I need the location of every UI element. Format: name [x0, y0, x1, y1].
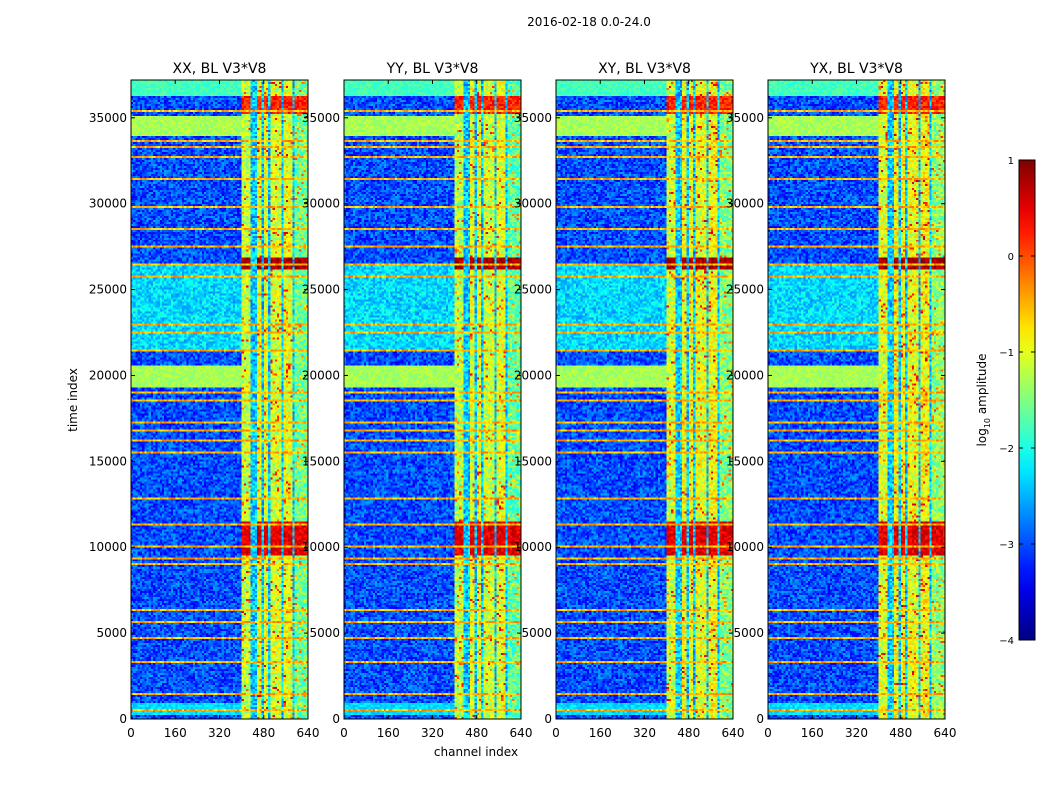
y-tick-label: 35000 — [726, 111, 764, 125]
y-tick-label: 15000 — [514, 454, 552, 468]
x-tick-label: 160 — [801, 726, 824, 740]
x-tick-label: 640 — [934, 726, 957, 740]
panels-group: XX, BL V3*V8 0 160 320 480 640 0 5000 10000 15000… — [89, 61, 957, 740]
y-tick-label: 5000 — [309, 626, 340, 640]
figure-suptitle: 2016-02-18 0.0-24.0 — [527, 15, 651, 29]
x-tick-label: 160 — [164, 726, 187, 740]
y-tick-label: 15000 — [302, 454, 340, 468]
colorbar-tick-label: −2 — [999, 444, 1014, 455]
y-tick-label: 20000 — [726, 368, 764, 382]
colorbar-gradient — [1018, 159, 1036, 641]
x-tick-label: 320 — [845, 726, 868, 740]
x-tick-label: 480 — [889, 726, 912, 740]
colorbar-tick-label: −3 — [999, 540, 1014, 551]
x-tick-label: 640 — [722, 726, 745, 740]
panel-title: YY, BL V3*V8 — [386, 61, 479, 77]
x-tick-label: 320 — [633, 726, 656, 740]
y-tick-label: 25000 — [89, 283, 127, 297]
y-tick-label: 35000 — [514, 111, 552, 125]
heatmap-image — [556, 80, 733, 719]
y-tick-label: 20000 — [89, 368, 127, 382]
panel-1: XX, BL V3*V8 0 160 320 480 640 0 5000 10000 15000… — [89, 61, 320, 740]
y-axis-label: time index — [66, 368, 80, 432]
y-tick-label: 15000 — [726, 454, 764, 468]
y-tick-label: 0 — [119, 712, 127, 726]
x-tick-label: 480 — [677, 726, 700, 740]
heatmap-image — [131, 80, 308, 719]
panel-4: YX, BL V3*V8 0 160 320 480 640 0 5000 10000 15000… — [726, 61, 957, 740]
y-tick-label: 30000 — [726, 197, 764, 211]
x-tick-label: 160 — [589, 726, 612, 740]
y-tick-label: 5000 — [733, 626, 764, 640]
colorbar-tick-label: −1 — [999, 348, 1014, 359]
y-tick-label: 5000 — [96, 626, 127, 640]
panel-title: YX, BL V3*V8 — [809, 61, 903, 77]
x-tick-label: 480 — [465, 726, 488, 740]
colorbar-tick-label: 0 — [1008, 252, 1014, 263]
y-tick-label: 30000 — [302, 197, 340, 211]
x-tick-label: 640 — [510, 726, 533, 740]
y-tick-label: 0 — [544, 712, 552, 726]
y-tick-label: 30000 — [514, 197, 552, 211]
x-tick-label: 160 — [377, 726, 400, 740]
x-tick-label: 0 — [552, 726, 560, 740]
y-tick-label: 20000 — [302, 368, 340, 382]
y-tick-label: 10000 — [302, 540, 340, 554]
x-axis-label: channel index — [434, 745, 518, 759]
panel-2: YY, BL V3*V8 0 160 320 480 640 0 5000 10000 15000… — [302, 61, 533, 740]
y-tick-label: 35000 — [302, 111, 340, 125]
heatmap-image — [768, 80, 945, 719]
y-tick-label: 0 — [332, 712, 340, 726]
y-tick-label: 25000 — [302, 283, 340, 297]
y-tick-label: 10000 — [89, 540, 127, 554]
colorbar-label: log10 amplitude — [975, 354, 992, 447]
x-tick-label: 0 — [764, 726, 772, 740]
y-tick-label: 10000 — [514, 540, 552, 554]
y-tick-label: 15000 — [89, 454, 127, 468]
panel-title: XY, BL V3*V8 — [598, 61, 691, 77]
x-tick-label: 640 — [297, 726, 320, 740]
y-tick-label: 25000 — [726, 283, 764, 297]
colorbar: 1 0 −1 −2 −3 −4 log10 amplitude — [975, 156, 1036, 647]
x-tick-label: 0 — [340, 726, 348, 740]
y-tick-label: 5000 — [521, 626, 552, 640]
heatmap-image — [344, 80, 521, 719]
colorbar-tick-label: −4 — [999, 636, 1014, 647]
y-tick-label: 10000 — [726, 540, 764, 554]
y-tick-label: 25000 — [514, 283, 552, 297]
panel-title: XX, BL V3*V8 — [173, 61, 267, 77]
colorbar-tick-label: 1 — [1008, 156, 1014, 167]
y-tick-label: 0 — [756, 712, 764, 726]
x-tick-label: 320 — [421, 726, 444, 740]
panel-3: XY, BL V3*V8 0 160 320 480 640 0 5000 10000 15000… — [514, 61, 745, 740]
y-tick-label: 35000 — [89, 111, 127, 125]
x-tick-label: 480 — [252, 726, 275, 740]
x-tick-label: 320 — [208, 726, 231, 740]
x-tick-label: 0 — [127, 726, 135, 740]
y-tick-label: 20000 — [514, 368, 552, 382]
y-tick-label: 30000 — [89, 197, 127, 211]
